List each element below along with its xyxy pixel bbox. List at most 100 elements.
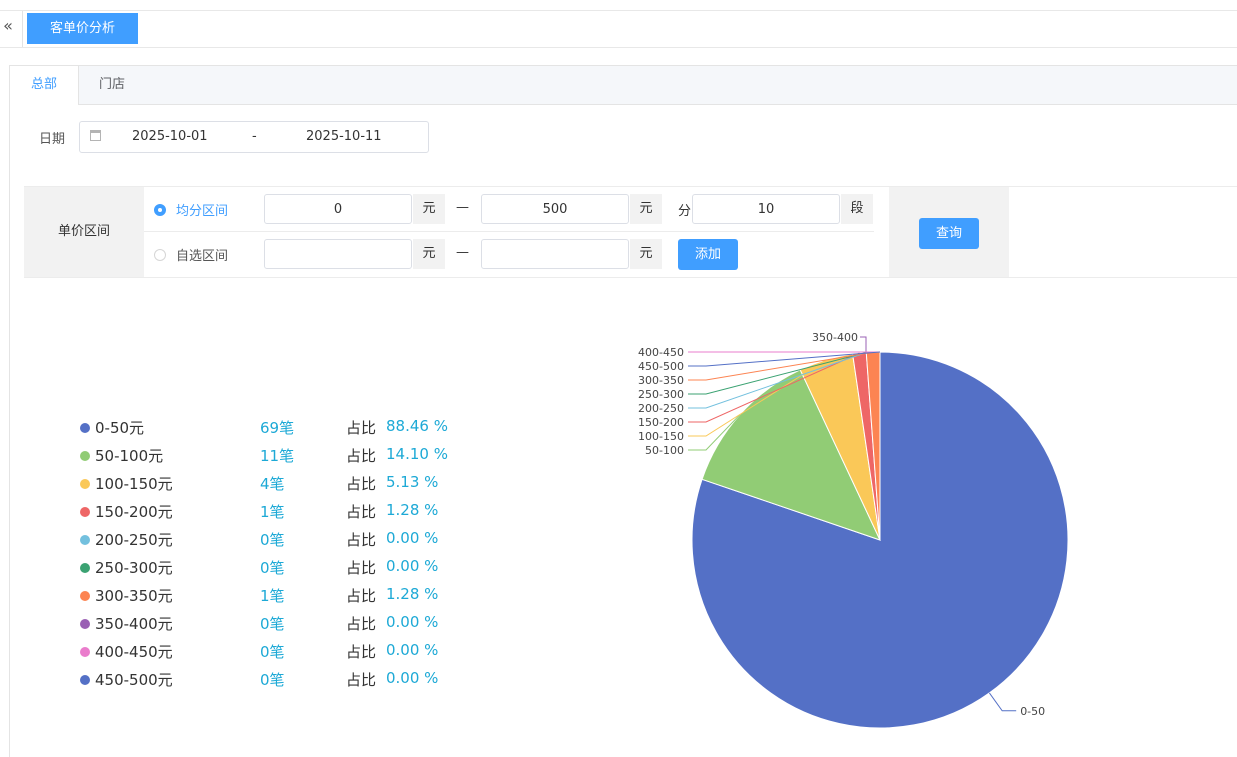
tab-bar: 总部 门店 <box>10 66 1237 105</box>
ratio-label: 占比 <box>346 615 377 633</box>
pie-label-400-450: 400-450 <box>638 346 880 359</box>
pie-label-100-150: 100-150 <box>638 359 827 443</box>
date-end[interactable]: 2025-10-11 <box>306 129 382 144</box>
legend-dot <box>80 479 90 489</box>
date-label: 日期 <box>39 132 66 147</box>
svg-text:150-200: 150-200 <box>638 416 684 429</box>
ratio-label: 占比 <box>346 419 377 437</box>
list-item: 300-350元 1笔 占比 1.28 % <box>80 582 500 610</box>
segments-input[interactable]: 10 <box>692 194 840 224</box>
pie-label-200-250: 200-250 <box>638 352 867 415</box>
list-item: 50-100元 11笔 占比 14.10 % <box>80 442 500 470</box>
ratio-value: 0.00 % <box>386 613 439 631</box>
order-count: 4笔 <box>260 475 285 493</box>
list-item: 100-150元 4笔 占比 5.13 % <box>80 470 500 498</box>
order-count: 0笔 <box>260 531 285 549</box>
list-item: 200-250元 0笔 占比 0.00 % <box>80 526 500 554</box>
svg-text:0-50: 0-50 <box>1020 705 1045 718</box>
ratio-value: 14.10 % <box>386 445 448 463</box>
legend-dot <box>80 619 90 629</box>
pie-label-350-400: 350-400 <box>812 331 867 352</box>
order-count: 0笔 <box>260 643 285 661</box>
pie-label-250-300: 250-300 <box>638 352 867 401</box>
range-name: 400-450元 <box>95 643 173 661</box>
order-count: 0笔 <box>260 671 285 689</box>
ratio-label: 占比 <box>346 559 377 577</box>
range-name: 150-200元 <box>95 503 173 521</box>
segments-prefix: 分 <box>678 204 692 219</box>
svg-text:50-100: 50-100 <box>645 444 684 457</box>
order-count: 11笔 <box>260 447 295 465</box>
even-from-input[interactable]: 0 <box>264 194 412 224</box>
svg-text:250-300: 250-300 <box>638 388 684 401</box>
double-chevron-left-icon[interactable]: « <box>3 16 13 35</box>
even-from-unit: 元 <box>413 194 445 224</box>
date-start[interactable]: 2025-10-01 <box>132 129 208 144</box>
legend-dot <box>80 675 90 685</box>
page-tab-customer-price-analysis[interactable]: 客单价分析 <box>27 13 138 44</box>
legend-dot <box>80 423 90 433</box>
price-range-label: 单价区间 <box>24 187 144 277</box>
range-name: 300-350元 <box>95 587 173 605</box>
price-range-filter: 单价区间 均分区间 0 元 — 500 元 分 10 段 自选区间 元 — 元 … <box>24 186 1237 278</box>
even-to-input[interactable]: 500 <box>481 194 629 224</box>
legend-dot <box>80 563 90 573</box>
custom-from-unit: 元 <box>413 239 445 269</box>
list-item: 450-500元 0笔 占比 0.00 % <box>80 666 500 694</box>
ratio-label: 占比 <box>346 531 377 549</box>
price-distribution-pie-chart: 0-50 50-100100-150150-200200-250250-30030… <box>638 331 1069 729</box>
list-item: 400-450元 0笔 占比 0.00 % <box>80 638 500 666</box>
even-split-label[interactable]: 均分区间 <box>176 204 229 219</box>
add-button[interactable]: 添加 <box>678 239 738 270</box>
legend-dot <box>80 535 90 545</box>
range-name: 350-400元 <box>95 615 173 633</box>
custom-range-label[interactable]: 自选区间 <box>176 249 229 264</box>
tab-headquarters[interactable]: 总部 <box>10 66 79 105</box>
divider <box>144 231 874 232</box>
ratio-label: 占比 <box>346 475 377 493</box>
list-item: 150-200元 1笔 占比 1.28 % <box>80 498 500 526</box>
range-name: 50-100元 <box>95 447 164 465</box>
ratio-value: 5.13 % <box>386 473 439 491</box>
top-bar: « 客单价分析 <box>0 10 1237 48</box>
ratio-value: 0.00 % <box>386 641 439 659</box>
range-name: 250-300元 <box>95 559 173 577</box>
order-count: 0笔 <box>260 615 285 633</box>
custom-to-unit: 元 <box>630 239 662 269</box>
divider <box>22 11 23 47</box>
legend-dot <box>80 591 90 601</box>
date-range-picker[interactable]: 2025-10-01 - 2025-10-11 <box>79 121 429 153</box>
order-count: 1笔 <box>260 503 285 521</box>
custom-range-radio[interactable] <box>154 249 166 261</box>
ratio-value: 88.46 % <box>386 417 448 435</box>
tab-store[interactable]: 门店 <box>98 77 125 92</box>
pie-label-50-100: 50-100 <box>645 414 741 457</box>
even-split-radio[interactable] <box>154 204 166 216</box>
custom-from-input[interactable] <box>264 239 412 269</box>
order-count: 1笔 <box>260 587 285 605</box>
svg-text:450-500: 450-500 <box>638 360 684 373</box>
main-panel: 总部 门店 <box>9 65 1237 757</box>
query-cell: 查询 <box>889 187 1009 277</box>
list-item: 250-300元 0笔 占比 0.00 % <box>80 554 500 582</box>
legend-dot <box>80 507 90 517</box>
ratio-label: 占比 <box>346 503 377 521</box>
list-item: 0-50元 69笔 占比 88.46 % <box>80 414 500 442</box>
range-name: 200-250元 <box>95 531 173 549</box>
range-name: 100-150元 <box>95 475 173 493</box>
ratio-value: 1.28 % <box>386 501 439 519</box>
custom-to-input[interactable] <box>481 239 629 269</box>
svg-text:200-250: 200-250 <box>638 402 684 415</box>
svg-text:300-350: 300-350 <box>638 374 684 387</box>
svg-text:100-150: 100-150 <box>638 430 684 443</box>
date-separator: - <box>252 129 257 144</box>
calendar-icon <box>90 130 101 141</box>
pie-label-0-50: 0-50 <box>988 692 1045 718</box>
ratio-value: 0.00 % <box>386 529 439 547</box>
segments-suffix: 段 <box>841 194 873 224</box>
query-button[interactable]: 查询 <box>919 218 979 249</box>
ratio-label: 占比 <box>346 587 377 605</box>
pie-label-300-350: 300-350 <box>638 351 874 387</box>
ratio-value: 1.28 % <box>386 585 439 603</box>
ratio-label: 占比 <box>346 643 377 661</box>
